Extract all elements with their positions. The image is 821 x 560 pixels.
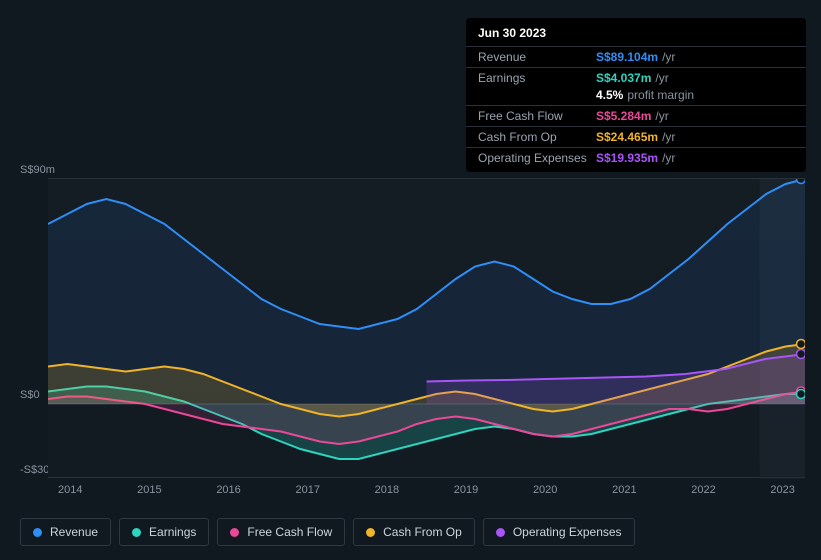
legend-dot-icon: [496, 528, 505, 537]
legend-label: Earnings: [149, 525, 196, 539]
tooltip-date: Jun 30 2023: [466, 26, 806, 46]
legend-item[interactable]: Free Cash Flow: [217, 518, 345, 546]
y-tick-label: S$90m: [20, 164, 55, 176]
x-tick-label: 2019: [454, 484, 478, 496]
legend-item[interactable]: Cash From Op: [353, 518, 475, 546]
legend-label: Free Cash Flow: [247, 525, 332, 539]
legend-label: Cash From Op: [383, 525, 462, 539]
x-tick-label: 2016: [216, 484, 240, 496]
legend-label: Operating Expenses: [513, 525, 622, 539]
tooltip-row-value: S$89.104m/yr: [596, 50, 675, 64]
tooltip-row-value: S$24.465m/yr: [596, 130, 675, 144]
legend-dot-icon: [33, 528, 42, 537]
tooltip-row-label: Cash From Op: [478, 130, 596, 144]
tooltip-row-label: Operating Expenses: [478, 151, 596, 165]
legend-label: Revenue: [50, 525, 98, 539]
tooltip-row-value: S$19.935m/yr: [596, 151, 675, 165]
x-axis-labels: 2014 2015 2016 2017 2018 2019 2020 2021 2022 2023: [48, 484, 805, 496]
y-tick-label: S$0: [20, 389, 40, 401]
tooltip-row: RevenueS$89.104m/yr: [466, 46, 806, 67]
x-tick-label: 2023: [770, 484, 794, 496]
x-tick-label: 2022: [691, 484, 715, 496]
tooltip-row-value: S$5.284m/yr: [596, 109, 669, 123]
legend-item[interactable]: Earnings: [119, 518, 209, 546]
tooltip-row: EarningsS$4.037m/yr: [466, 67, 806, 88]
tooltip-row-value: S$4.037m/yr: [596, 71, 669, 85]
x-tick-label: 2020: [533, 484, 557, 496]
x-tick-label: 2018: [375, 484, 399, 496]
legend-dot-icon: [230, 528, 239, 537]
series-end-marker: [797, 179, 806, 184]
tooltip-row-label: Earnings: [478, 71, 596, 85]
x-tick-label: 2015: [137, 484, 161, 496]
chart-plot-area[interactable]: [48, 178, 805, 478]
x-tick-label: 2014: [58, 484, 82, 496]
tooltip-row-label: Revenue: [478, 50, 596, 64]
legend: Revenue Earnings Free Cash Flow Cash From O…: [20, 518, 635, 546]
tooltip-row: Free Cash FlowS$5.284m/yr: [466, 105, 806, 126]
series-end-marker: [797, 350, 806, 359]
legend-item[interactable]: Operating Expenses: [483, 518, 635, 546]
tooltip-subrow: 4.5%profit margin: [466, 88, 806, 105]
legend-dot-icon: [366, 528, 375, 537]
legend-dot-icon: [132, 528, 141, 537]
tooltip-row: Operating ExpensesS$19.935m/yr: [466, 147, 806, 168]
series-end-marker: [797, 390, 806, 399]
tooltip-row-label: Free Cash Flow: [478, 109, 596, 123]
chart-svg: [48, 179, 805, 479]
tooltip-row: Cash From OpS$24.465m/yr: [466, 126, 806, 147]
x-tick-label: 2017: [295, 484, 319, 496]
series-end-marker: [797, 340, 806, 349]
legend-item[interactable]: Revenue: [20, 518, 111, 546]
data-tooltip: Jun 30 2023 RevenueS$89.104m/yrEarningsS…: [466, 18, 806, 172]
x-tick-label: 2021: [612, 484, 636, 496]
